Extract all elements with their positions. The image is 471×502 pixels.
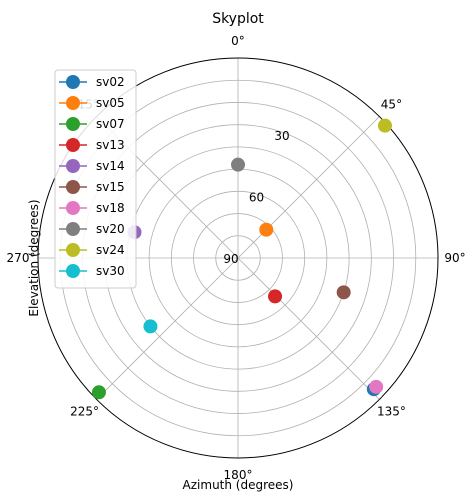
legend-marker: [66, 264, 80, 278]
legend-label: sv30: [96, 264, 125, 278]
point-sv07: [92, 385, 106, 399]
point-sv24: [378, 119, 392, 133]
x-axis-label: Azimuth (degrees): [183, 478, 294, 492]
legend-marker: [66, 159, 80, 173]
azimuth-tick-label: 90°: [444, 251, 465, 265]
legend-marker: [66, 138, 80, 152]
grid-spoke: [238, 258, 379, 399]
legend-label: sv05: [96, 96, 125, 110]
legend: sv02 sv05 sv07 sv13 sv14 sv15 sv18 sv20 sv24 sv30: [55, 70, 136, 288]
legend-label: sv02: [96, 75, 125, 89]
y-axis-label: Elevation (degrees): [27, 199, 41, 316]
legend-label: sv18: [96, 201, 125, 215]
azimuth-tick-label: 0°: [231, 34, 245, 48]
elevation-tick-label: 30: [274, 129, 289, 143]
legend-marker: [66, 180, 80, 194]
elevation-tick-label: 90: [223, 252, 238, 266]
legend-label: sv14: [96, 159, 125, 173]
data-points: [92, 119, 392, 400]
azimuth-tick-label: 135°: [377, 404, 406, 418]
azimuth-tick-label: 45°: [381, 98, 402, 112]
legend-marker: [66, 243, 80, 257]
legend-label: sv24: [96, 243, 125, 257]
legend-marker: [66, 201, 80, 215]
point-sv05: [259, 223, 273, 237]
point-sv15: [337, 285, 351, 299]
point-sv18: [369, 380, 383, 394]
grid-spoke: [238, 117, 379, 258]
elevation-tick-label: 60: [249, 190, 264, 204]
point-sv13: [268, 289, 282, 303]
point-sv30: [143, 319, 157, 333]
legend-label: sv07: [96, 117, 125, 131]
chart-title: Skyplot: [212, 11, 264, 27]
legend-marker: [66, 222, 80, 236]
legend-marker: [66, 96, 80, 110]
legend-marker: [66, 117, 80, 131]
point-sv20: [231, 158, 245, 172]
legend-label: sv15: [96, 180, 125, 194]
legend-marker: [66, 75, 80, 89]
legend-label: sv20: [96, 222, 125, 236]
legend-label: sv13: [96, 138, 125, 152]
azimuth-tick-label: 225°: [70, 404, 99, 418]
